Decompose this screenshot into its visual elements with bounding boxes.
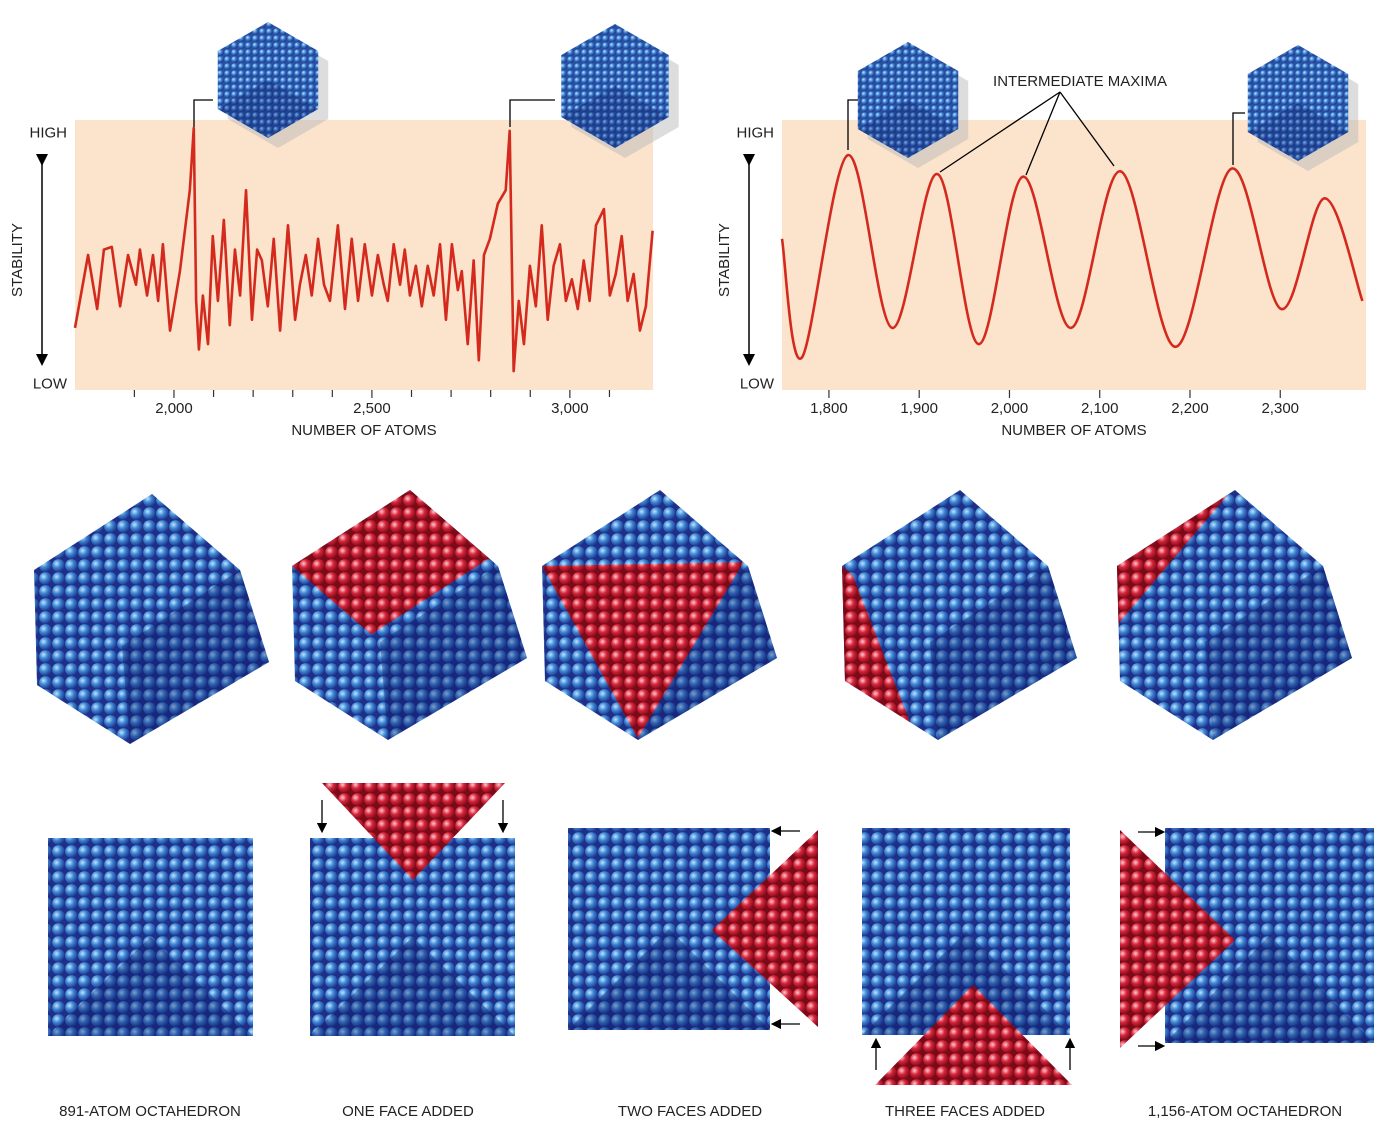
y-tick-label: LOW [740, 376, 775, 393]
x-tick-label: 2,000 [991, 400, 1029, 417]
x-tick-label: 2,100 [1081, 400, 1119, 417]
y-axis-title: STABILITY [9, 223, 26, 297]
y-tick-label: LOW [33, 376, 68, 393]
x-tick-label: 2,500 [353, 400, 391, 417]
stage-label: TWO FACES ADDED [618, 1103, 762, 1120]
stage-label: ONE FACE ADDED [342, 1103, 474, 1120]
annotation: INTERMEDIATE MAXIMA [993, 73, 1167, 90]
stage-label: 1,156-ATOM OCTAHEDRON [1148, 1103, 1342, 1120]
x-tick-label: 1,900 [900, 400, 938, 417]
x-tick-label: 3,000 [551, 400, 589, 417]
x-tick-label: 1,800 [810, 400, 848, 417]
y-tick-label: HIGH [737, 124, 775, 141]
plot-background [782, 120, 1366, 390]
y-tick-label: HIGH [30, 124, 68, 141]
stage-label: THREE FACES ADDED [885, 1103, 1045, 1120]
x-tick-label: 2,000 [155, 400, 193, 417]
y-axis-title: STABILITY [716, 223, 733, 297]
stage-label: 891-ATOM OCTAHEDRON [59, 1103, 241, 1120]
x-tick-label: 2,200 [1171, 400, 1209, 417]
x-axis-title: NUMBER OF ATOMS [1001, 422, 1146, 439]
x-tick-label: 2,300 [1261, 400, 1299, 417]
x-axis-title: NUMBER OF ATOMS [291, 422, 436, 439]
figure: 2,000 2,500 3,000 NUMBER OF ATOMS HIGH LOW STA… [0, 0, 1374, 1122]
